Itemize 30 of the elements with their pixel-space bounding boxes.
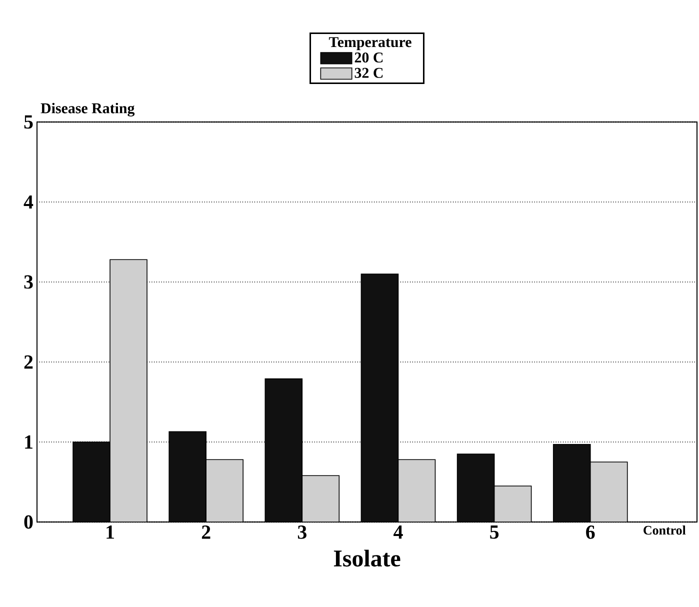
y-tick-label: 2 — [24, 355, 33, 369]
bar — [398, 460, 436, 522]
x-tick-label: Control — [644, 526, 686, 535]
legend-label: 32 C — [354, 68, 383, 78]
y-tick-label: 5 — [24, 115, 33, 129]
bar — [457, 454, 494, 522]
y-axis-title: Disease Rating — [40, 102, 135, 116]
y-tick-label: 4 — [24, 195, 34, 209]
x-axis-title: Isolate — [334, 550, 400, 567]
x-tick-label: 4 — [394, 526, 403, 539]
bar — [302, 476, 340, 522]
legend-label: 20 C — [354, 52, 383, 63]
bar — [361, 274, 398, 522]
y-tick-label: 0 — [24, 515, 33, 529]
bar — [206, 460, 244, 522]
x-tick-label: 6 — [586, 526, 595, 539]
bar — [265, 378, 302, 522]
bar — [494, 486, 532, 522]
bar — [110, 260, 148, 522]
x-tick-label: 3 — [298, 526, 306, 539]
x-tick-label: 1 — [106, 526, 114, 539]
x-tick-label: 2 — [202, 526, 210, 539]
bar — [73, 442, 110, 522]
bar — [169, 432, 206, 522]
x-tick-label: 5 — [490, 526, 499, 539]
y-tick-label: 3 — [24, 275, 33, 289]
bar — [553, 444, 590, 522]
bar — [590, 462, 628, 522]
y-tick-label: 1 — [25, 435, 32, 449]
legend-title: Temperature — [328, 37, 412, 50]
